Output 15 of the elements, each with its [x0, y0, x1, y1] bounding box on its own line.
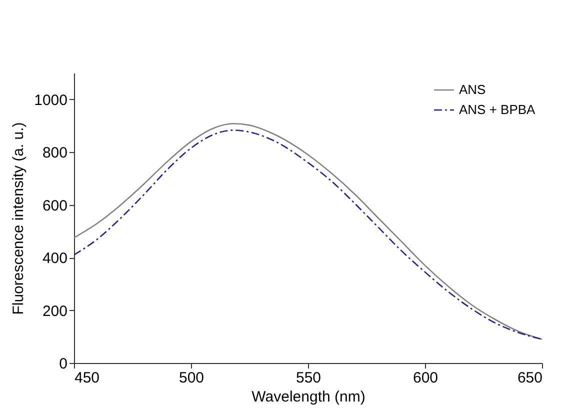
x-tick-label: 650	[517, 370, 542, 386]
y-tick-label: 600	[42, 197, 68, 214]
y-axis-title: Fluorescence intensity (a. u.)	[10, 122, 28, 315]
x-tick-label: 500	[178, 370, 204, 386]
legend-label: ANS + BPBA	[459, 102, 536, 117]
x-tick-label: 450	[74, 370, 100, 386]
y-tick-label: 1000	[34, 92, 68, 109]
x-axis-title: Wavelength (nm)	[252, 388, 366, 406]
y-tick-label: 0	[59, 356, 68, 372]
y-tick-label: 800	[42, 144, 68, 162]
legend-label: ANS	[459, 82, 486, 97]
x-tick-label: 550	[296, 370, 322, 386]
x-tick-label: 600	[412, 370, 438, 386]
y-tick-label: 400	[42, 250, 68, 268]
y-tick-label: 200	[42, 302, 68, 320]
